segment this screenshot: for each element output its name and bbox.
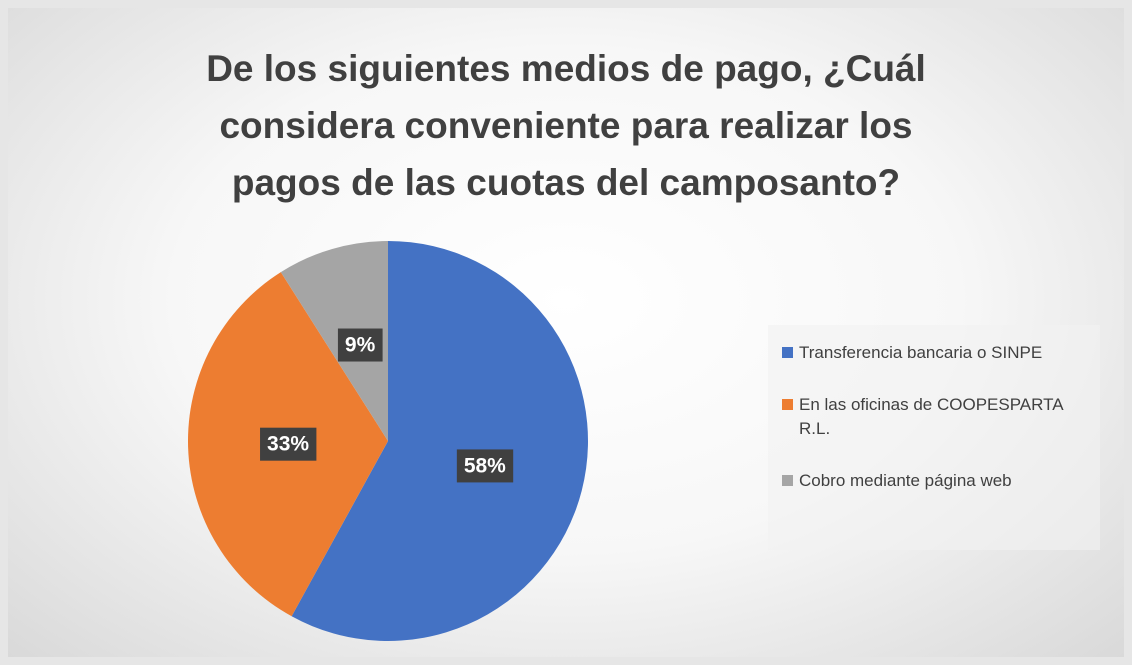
pie-slice bbox=[291, 241, 588, 641]
data-label-text: 58% bbox=[464, 454, 506, 477]
legend-item: Transferencia bancaria o SINPE bbox=[782, 341, 1090, 365]
legend-label: En las oficinas de COOPESPARTA R.L. bbox=[799, 395, 1063, 438]
data-label-box bbox=[456, 449, 514, 483]
legend-swatch bbox=[782, 475, 793, 486]
legend-item: Cobro mediante página web bbox=[782, 469, 1090, 493]
data-label: 33% bbox=[260, 427, 317, 461]
legend-swatch bbox=[782, 347, 793, 358]
legend-label: Transferencia bancaria o SINPE bbox=[799, 343, 1043, 362]
data-label-text: 33% bbox=[267, 433, 309, 456]
chart-title: De los siguientes medios de pago, ¿Cuál … bbox=[206, 48, 926, 203]
legend-label: Cobro mediante página web bbox=[799, 471, 1012, 490]
legend-swatch bbox=[782, 399, 793, 410]
data-label-text: 9% bbox=[345, 334, 376, 357]
data-label: 58% bbox=[456, 449, 514, 483]
data-label-box bbox=[260, 427, 317, 461]
legend-item: En las oficinas de COOPESPARTA R.L. bbox=[782, 393, 1090, 441]
data-label: 9% bbox=[337, 328, 383, 362]
pie-slice bbox=[280, 241, 388, 441]
data-label-box bbox=[337, 328, 383, 362]
legend: Transferencia bancaria o SINPE En las ofi… bbox=[768, 325, 1100, 550]
